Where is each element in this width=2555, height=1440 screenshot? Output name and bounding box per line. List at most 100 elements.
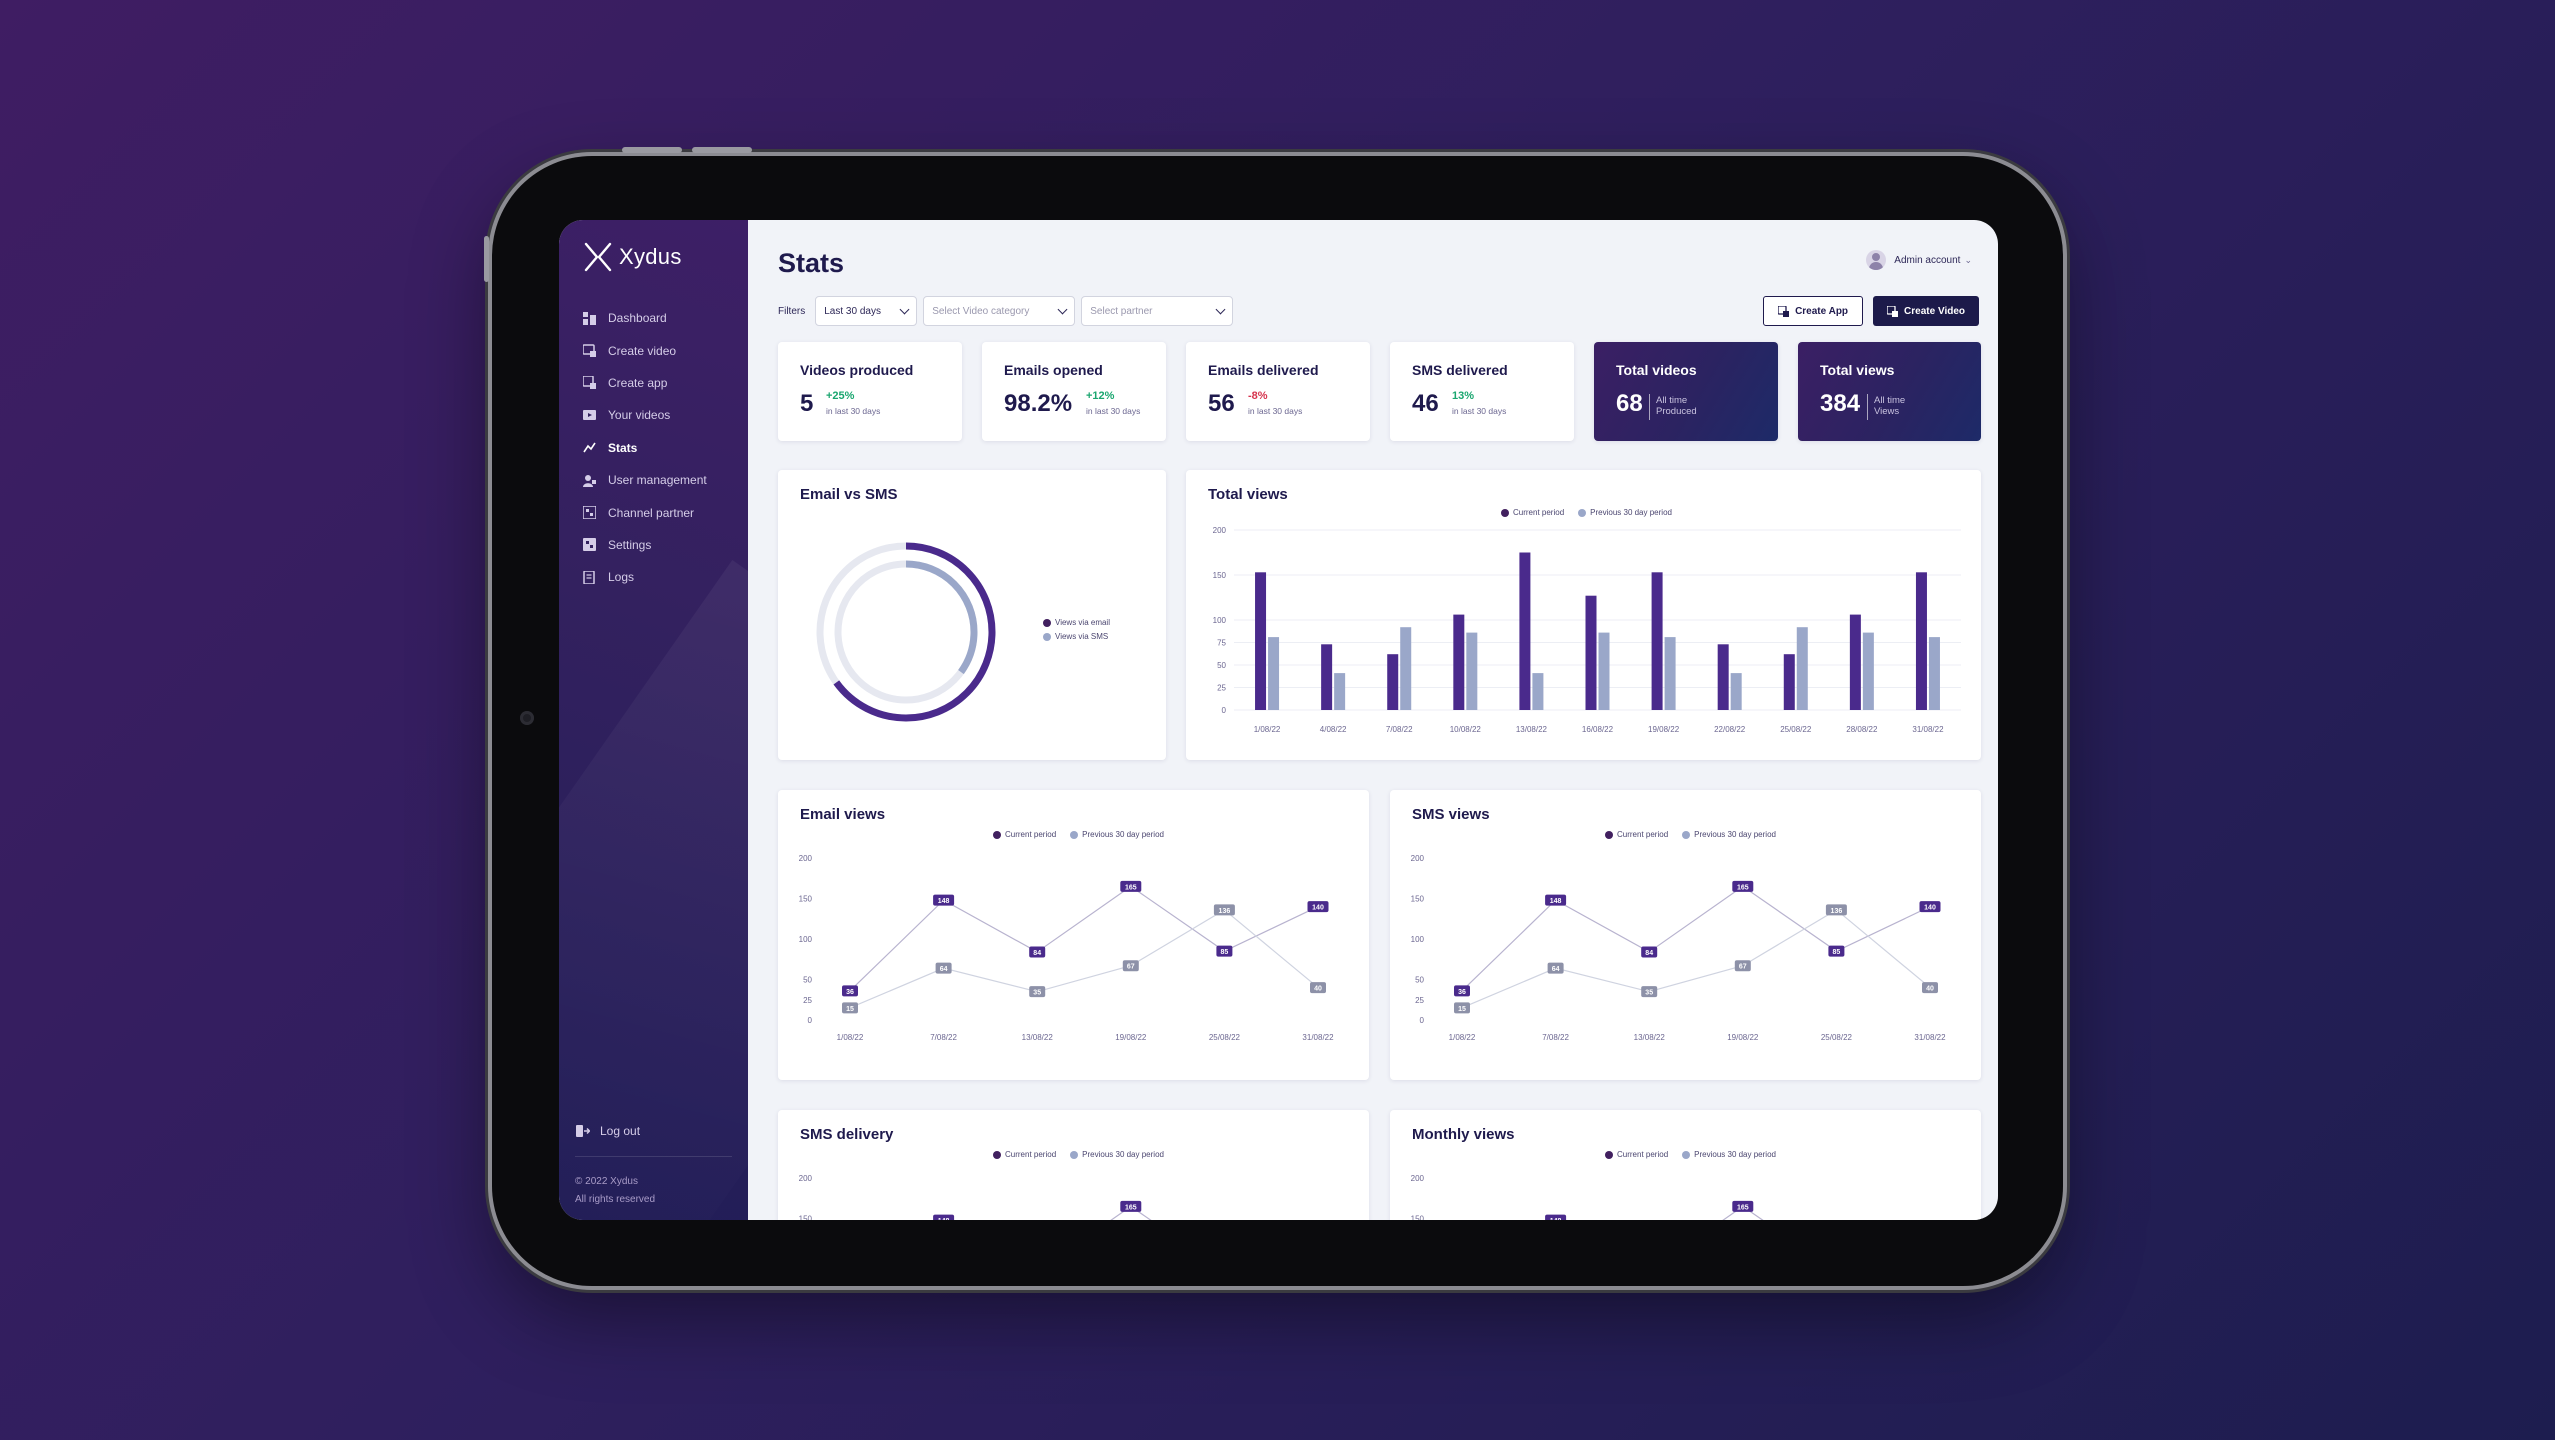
legend-label: Views via email [1055, 618, 1110, 627]
sidebar-item-logs[interactable]: Logs [583, 561, 707, 593]
y-tick-label: 50 [1415, 976, 1424, 985]
data-label: 15 [846, 1006, 854, 1013]
x-tick-label: 4/08/22 [1320, 725, 1347, 734]
account-menu[interactable]: Admin account ⌄ [1866, 250, 1972, 270]
sidebar-item-label: User management [608, 473, 707, 488]
legend-label: Previous 30 day period [1694, 1150, 1776, 1159]
stat-value: 56 [1208, 390, 1235, 417]
sidebar-item-create-video[interactable]: Create video [582, 334, 707, 366]
create-video-icon [582, 344, 596, 358]
x-tick-label: 25/08/22 [1780, 725, 1812, 734]
x-tick-label: 25/08/22 [1821, 1033, 1853, 1042]
brand-logo[interactable]: Xydus [583, 242, 682, 272]
point-label-current [1029, 946, 1046, 958]
sidebar-item-label: Your videos [608, 408, 671, 423]
donut-chart [816, 542, 996, 722]
sidebar-item-settings[interactable]: Settings [583, 529, 707, 561]
chevron-down-icon: ⌄ [1964, 254, 1972, 265]
stat-sub: All time Views [1874, 395, 1905, 417]
series-line-current [1554, 1205, 1764, 1220]
partner-placeholder: Select partner [1090, 305, 1153, 317]
stat-card-emails-delivered: Emails delivered 56 -8% in last 30 days [1186, 342, 1370, 441]
stat-change: +25% [826, 390, 855, 402]
sidebar-item-channel-partner[interactable]: Channel partner [582, 496, 707, 528]
create-app-button[interactable]: Create App [1763, 296, 1864, 326]
x-tick-label: 16/08/22 [1582, 725, 1614, 734]
x-tick-label: 7/08/22 [1386, 725, 1413, 734]
create-video-button[interactable]: Create Video [1873, 296, 1979, 326]
chevron-down-icon [899, 304, 910, 314]
point-label-current [1828, 945, 1845, 957]
your-videos-icon [583, 409, 596, 422]
monthly-views-panel: Monthly views Current period Previous 30… [1390, 1110, 1981, 1220]
create-app-icon [582, 375, 596, 390]
legend-current: Current period [993, 830, 1056, 839]
point-label-current [933, 1214, 955, 1220]
legend-email: Views via email [1043, 618, 1110, 627]
legend-label: Current period [1617, 830, 1669, 839]
bar-previous [1400, 627, 1412, 710]
partner-select[interactable]: Select partner [1081, 296, 1234, 326]
chart-legend: Current period Previous 30 day period [993, 1150, 1164, 1159]
sidebar-item-label: Create app [608, 375, 668, 390]
page-title: Stats [778, 248, 845, 278]
period-select[interactable]: Last 30 days [815, 296, 918, 326]
volume-button [692, 147, 752, 153]
legend-label: Current period [1005, 830, 1057, 839]
sidebar-item-dashboard[interactable]: Dashboard [583, 302, 707, 334]
video-category-select[interactable]: Select Video category [923, 296, 1076, 326]
settings-icon [583, 538, 596, 552]
sidebar-item-label: Create video [608, 343, 677, 358]
y-tick-label: 200 [799, 1174, 813, 1183]
legend-label: Current period [1005, 1150, 1057, 1159]
stat-card-videos-produced: Videos produced 5 +25% in last 30 days [778, 342, 962, 441]
stat-title: Emails delivered [1208, 362, 1319, 378]
sidebar-item-label: Logs [608, 570, 635, 585]
data-label: 136 [1219, 908, 1231, 915]
data-label: 67 [1739, 964, 1747, 971]
data-label: 136 [1831, 908, 1843, 915]
y-tick-label: 150 [799, 895, 813, 904]
bar-previous [1928, 637, 1940, 710]
legend-previous: Previous 30 day period [1070, 1150, 1164, 1159]
point-label-previous [1825, 904, 1847, 916]
point-label-previous [1213, 904, 1235, 916]
bar-current [1651, 572, 1663, 710]
sidebar-item-label: Settings [608, 537, 652, 552]
sidebar-item-user-management[interactable]: User management [583, 464, 707, 496]
data-label: 165 [1125, 884, 1137, 891]
copyright-text: © 2022 Xydus [575, 1176, 638, 1187]
data-label: 140 [1924, 905, 1936, 912]
series-line-current [942, 1205, 1152, 1220]
stat-value: 98.2% [1004, 390, 1073, 417]
bar-current [1783, 654, 1795, 710]
y-tick-label: 150 [1411, 895, 1425, 904]
x-tick-label: 28/08/22 [1846, 725, 1878, 734]
sidebar-item-stats[interactable]: Stats [583, 432, 707, 464]
y-tick-label: 0 [808, 1016, 813, 1025]
logs-icon [583, 570, 596, 585]
data-label: 35 [1645, 990, 1653, 997]
stat-title: Total views [1820, 362, 1895, 378]
logout-button[interactable]: Log out [576, 1124, 640, 1138]
stat-value: 68 [1616, 390, 1643, 417]
legend-swatch [993, 830, 1001, 839]
camera [520, 711, 534, 725]
point-label-previous [842, 1002, 858, 1014]
sidebar-item-your-videos[interactable]: Your videos [583, 399, 707, 431]
legend-swatch [1682, 830, 1691, 839]
panel-title: SMS delivery [800, 1126, 894, 1143]
stat-change: -8% [1248, 390, 1268, 402]
legend-previous: Previous 30 day period [1682, 830, 1776, 839]
point-label-current [1732, 880, 1754, 892]
legend-label: Current period [1617, 1150, 1669, 1159]
email-views-panel: Email views Current period Previous 30 d… [778, 790, 1369, 1080]
panel-title: SMS views [1412, 806, 1490, 823]
stat-sub-line2: Views [1874, 406, 1900, 417]
chart-legend: Current period Previous 30 day period [1501, 508, 1672, 517]
sidebar-item-create-app[interactable]: Create app [582, 367, 707, 399]
tablet-frame: Xydus Dashboard Create video Create app … [484, 147, 2063, 1286]
point-label-previous [1454, 1002, 1470, 1014]
point-label-previous [1122, 960, 1139, 972]
